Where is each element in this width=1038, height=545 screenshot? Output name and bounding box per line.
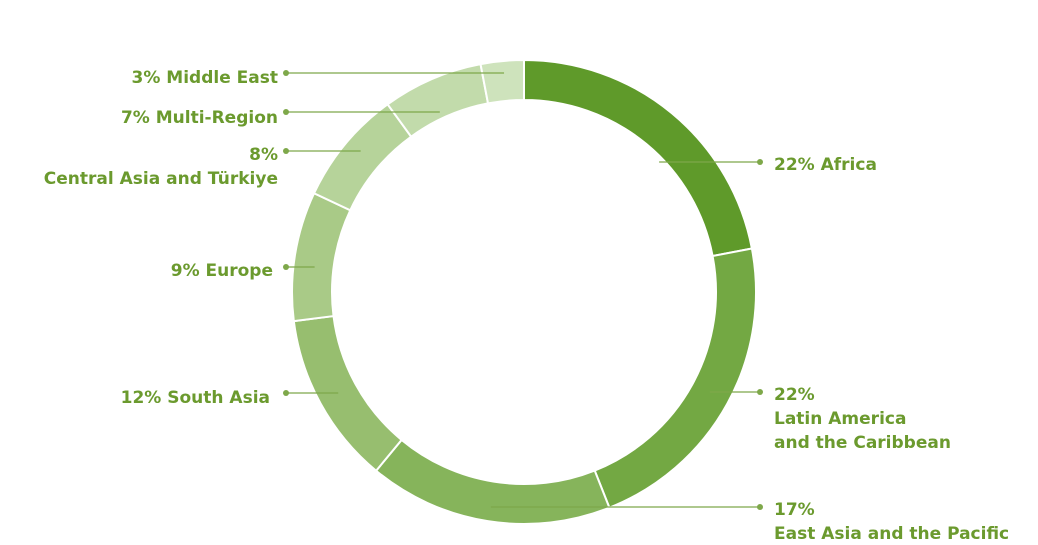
label-middle-east: 3% Middle East [132, 68, 278, 88]
slice-europe [291, 191, 352, 323]
label-east-asia-and-the-pacific: 17% East Asia and the Pacific [774, 500, 1009, 544]
leader-dot-africa [757, 159, 763, 165]
leader-dot-multi-region [283, 109, 289, 115]
leader-lines [283, 70, 763, 510]
label-line: 12% South Asia [121, 388, 270, 408]
label-line: 17% [774, 500, 815, 520]
leader-dot-central-asia-and-t-rkiye [283, 148, 289, 154]
slice-east-asia-and-the-pacific [374, 438, 611, 525]
label-line: 3% Middle East [132, 68, 278, 88]
label-line: and the Caribbean [774, 433, 951, 453]
slice-middle-east [479, 58, 525, 105]
label-line: Central Asia and Türkiye [44, 169, 278, 189]
label-europe: 9% Europe [171, 261, 273, 281]
label-multi-region: 7% Multi-Region [121, 108, 278, 128]
leader-dot-latin-america-and-the-caribbean [757, 389, 763, 395]
label-line: Latin America [774, 409, 906, 429]
label-line: 22% [774, 385, 815, 405]
leader-dot-europe [283, 264, 289, 270]
label-line: East Asia and the Pacific [774, 524, 1009, 544]
label-south-asia: 12% South Asia [121, 388, 270, 408]
label-line: 7% Multi-Region [121, 108, 278, 128]
label-latin-america-and-the-caribbean: 22% Latin America and the Caribbean [774, 385, 951, 453]
label-central-asia-and-t-rkiye: 8% Central Asia and Türkiye [44, 145, 278, 189]
leader-dot-south-asia [283, 390, 289, 396]
label-africa: 22% Africa [774, 155, 877, 175]
slice-africa [523, 58, 754, 258]
label-line: 22% Africa [774, 155, 877, 175]
slice-multi-region [386, 62, 490, 139]
donut-slices [291, 58, 757, 525]
slice-central-asia-and-t-rkiye [312, 102, 413, 212]
slice-labels: 22% Africa 22% Latin America and the Caribb… [44, 68, 1009, 544]
slice-latin-america-and-the-caribbean [593, 247, 757, 510]
leader-dot-middle-east [283, 70, 289, 76]
leader-dot-east-asia-and-the-pacific [757, 504, 763, 510]
label-line: 8% [249, 145, 278, 165]
label-line: 9% Europe [171, 261, 273, 281]
